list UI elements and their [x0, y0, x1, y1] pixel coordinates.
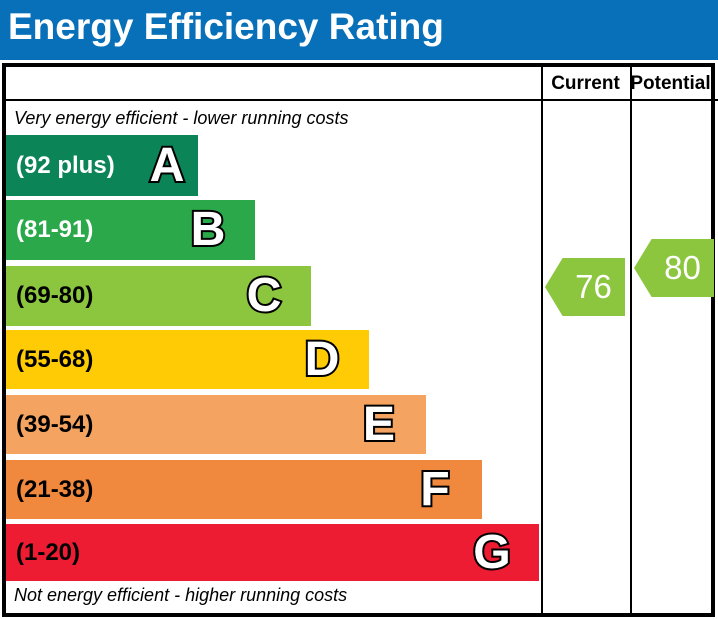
svg-text:A: A	[150, 138, 185, 192]
svg-text:D: D	[305, 332, 340, 386]
svg-text:B: B	[191, 202, 226, 256]
svg-text:G: G	[473, 525, 511, 579]
svg-text:F: F	[420, 462, 449, 516]
svg-text:E: E	[363, 397, 395, 451]
svg-text:C: C	[247, 268, 282, 322]
